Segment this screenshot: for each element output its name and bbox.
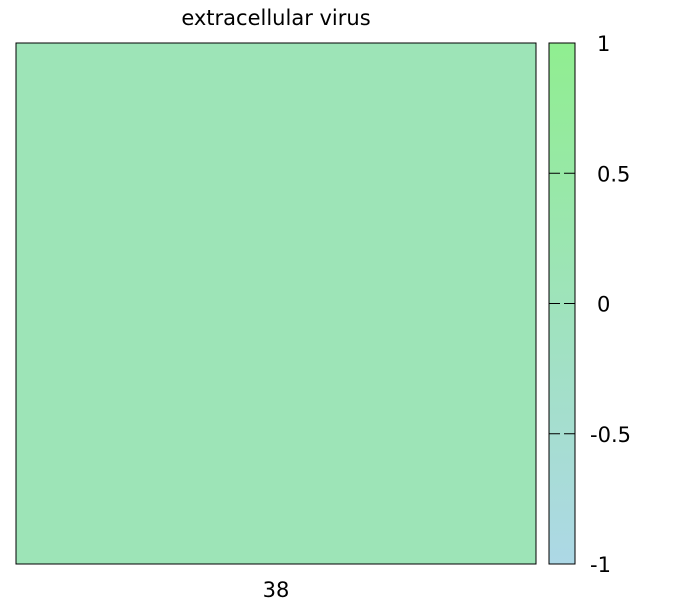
colorbar-tick-label: -0.5 — [590, 423, 631, 447]
heatmap-cells — [16, 43, 536, 564]
x-tick-label: 38 — [263, 578, 290, 600]
colorbar-tick-label: 0 — [597, 293, 610, 317]
colorbar-tick-label: -1 — [590, 553, 611, 577]
colorbar-tick-label: 1 — [597, 32, 610, 56]
plot-frame — [15, 42, 537, 565]
colorbar-ticks: -1 -0.5 0 0.5 1 — [549, 32, 631, 577]
x-tick-labels: 38 — [263, 578, 290, 600]
heatmap-cell — [16, 43, 536, 564]
chart-title: extracellular virus — [181, 6, 370, 30]
colorbar-tick-label: 0.5 — [597, 162, 630, 186]
